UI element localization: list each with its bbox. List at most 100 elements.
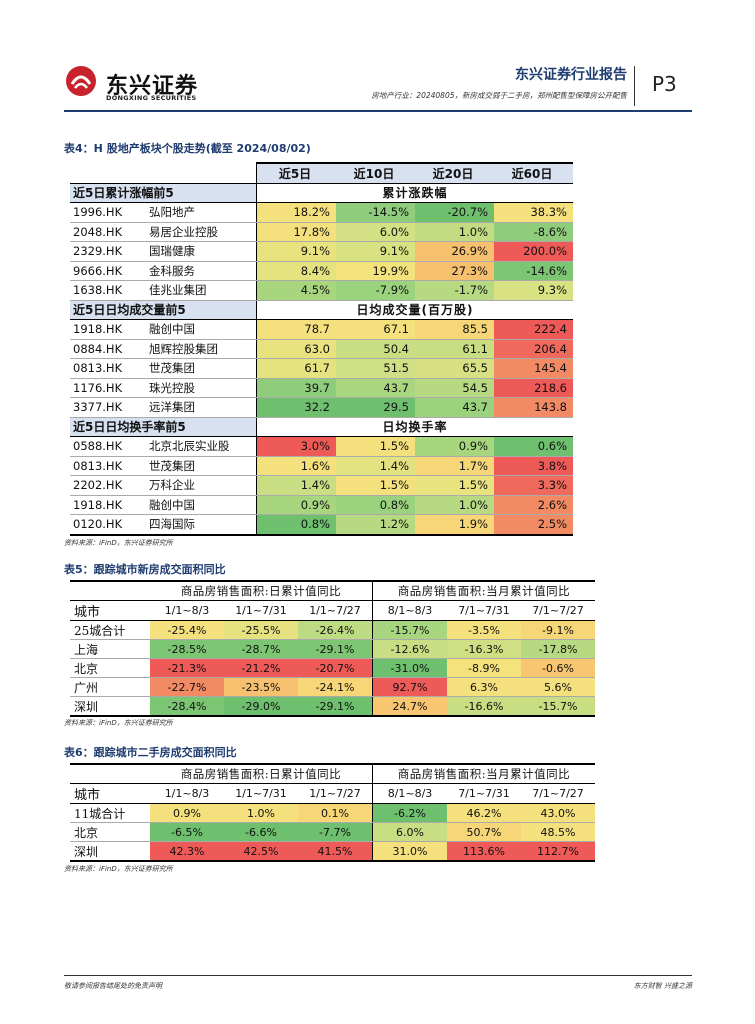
value-cell: 92.7% xyxy=(372,677,447,697)
h-share-stock-table: 近5日 近10日 近20日 近60日 近5日累计涨幅前5 累计涨跌幅 1996.HK 弘阳地产… xyxy=(70,162,573,536)
value-cell: -21.2% xyxy=(224,658,298,678)
city-name: 上海 xyxy=(70,639,150,659)
group-header-daily: 商品房销售面积:日累计值同比 xyxy=(150,580,373,601)
value-cell: 113.6% xyxy=(447,841,521,862)
stock-name: 珠光控股 xyxy=(146,378,257,398)
stock-code: 3377.HK xyxy=(70,397,146,418)
value-cell: 85.5 xyxy=(415,319,494,340)
stock-name: 远洋集团 xyxy=(146,397,257,418)
table6-source: 资料来源：iFinD，东兴证券研究所 xyxy=(64,865,173,873)
section-header-row: 近5日日均成交量前5 日均成交量(百万股) xyxy=(70,299,573,320)
stock-name: 佳兆业集团 xyxy=(146,280,257,301)
value-cell: 31.0% xyxy=(372,841,447,862)
stock-code: 0588.HK xyxy=(70,436,146,457)
value-cell: 1.0% xyxy=(415,495,494,515)
value-cell: 61.1 xyxy=(415,339,494,359)
stock-row: 2202.HK 万科企业 1.4% 1.5% 1.5% 3.3% xyxy=(70,475,573,496)
value-cell: -12.6% xyxy=(372,639,447,659)
value-cell: -31.0% xyxy=(372,658,447,678)
value-cell: 206.4 xyxy=(494,339,573,359)
value-cell: 43.7 xyxy=(415,397,494,418)
city-name: 广州 xyxy=(70,677,150,697)
value-cell: 2.5% xyxy=(494,514,573,536)
value-cell: 145.4 xyxy=(494,358,573,379)
value-cell: 200.0% xyxy=(494,241,573,262)
report-subtitle: 房地产行业：20240805，新房成交弱于二手房，郑州配售型保障房公开配售 xyxy=(371,91,627,100)
city-row: 深圳 -28.4% -29.0% -29.1% 24.7% -16.6% -15.7% xyxy=(70,696,595,717)
stock-name: 北京北辰实业股 xyxy=(146,436,257,457)
header-blank-cell xyxy=(70,763,150,784)
city-name: 深圳 xyxy=(70,841,150,862)
period-header: 8/1~8/3 xyxy=(372,783,447,804)
table4-caption: 表4：H 股地产板块个股走势(截至 2024/08/02) xyxy=(64,142,311,155)
value-cell: -15.7% xyxy=(521,696,595,717)
value-cell: 38.3% xyxy=(494,202,573,223)
value-cell: 29.5 xyxy=(336,397,415,418)
stock-row: 0884.HK 旭辉控股集团 63.0 50.4 61.1 206.4 xyxy=(70,339,573,359)
stock-row: 0813.HK 世茂集团 1.6% 1.4% 1.7% 3.8% xyxy=(70,456,573,476)
value-cell: -14.6% xyxy=(494,261,573,281)
value-cell: 0.6% xyxy=(494,436,573,457)
value-cell: 50.4 xyxy=(336,339,415,359)
footer-rule xyxy=(64,975,692,976)
stock-row: 0588.HK 北京北辰实业股 3.0% 1.5% 0.9% 0.6% xyxy=(70,436,573,457)
stock-row: 1996.HK 弘阳地产 18.2% -14.5% -20.7% 38.3% xyxy=(70,202,573,223)
city-row: 11城合计 0.9% 1.0% 0.1% -6.2% 46.2% 43.0% xyxy=(70,803,595,823)
stock-code: 9666.HK xyxy=(70,261,146,281)
value-cell: 8.4% xyxy=(256,261,336,281)
header-rule xyxy=(64,110,692,112)
stock-name: 金科服务 xyxy=(146,261,257,281)
value-cell: 9.3% xyxy=(494,280,573,301)
value-cell: -25.4% xyxy=(150,620,224,640)
stock-row: 3377.HK 远洋集团 32.2 29.5 43.7 143.8 xyxy=(70,397,573,418)
value-cell: 65.5 xyxy=(415,358,494,379)
value-cell: -28.4% xyxy=(150,696,224,717)
city-name: 深圳 xyxy=(70,696,150,717)
value-cell: 1.5% xyxy=(415,475,494,496)
header-blank-cell xyxy=(146,163,257,184)
value-cell: 43.7 xyxy=(336,378,415,398)
stock-row: 1918.HK 融创中国 0.9% 0.8% 1.0% 2.6% xyxy=(70,495,573,515)
value-cell: -16.6% xyxy=(447,696,521,717)
stock-row: 9666.HK 金科服务 8.4% 19.9% 27.3% -14.6% xyxy=(70,261,573,281)
section-metric-title: 日均成交量(百万股) xyxy=(256,299,573,320)
value-cell: -1.7% xyxy=(415,280,494,301)
period-header: 7/1~7/31 xyxy=(447,783,521,804)
value-cell: 143.8 xyxy=(494,397,573,418)
period-header: 1/1~8/3 xyxy=(150,600,224,621)
stock-row: 1918.HK 融创中国 78.7 67.1 85.5 222.4 xyxy=(70,319,573,340)
value-cell: 41.5% xyxy=(298,841,373,862)
value-cell: 218.6 xyxy=(494,378,573,398)
value-cell: -20.7% xyxy=(298,658,373,678)
new-home-sales-table: 商品房销售面积:日累计值同比 商品房销售面积:当月累计值同比 城市 1/1~8/3 1/… xyxy=(70,580,595,717)
value-cell: 42.5% xyxy=(224,841,298,862)
value-cell: 48.5% xyxy=(521,822,595,842)
value-cell: 19.9% xyxy=(336,261,415,281)
value-cell: -6.6% xyxy=(224,822,298,842)
footer-slogan: 东方财智 兴盛之源 xyxy=(633,982,692,990)
logo-chinese-name: 东兴证券 xyxy=(106,74,199,99)
value-cell: -28.5% xyxy=(150,639,224,659)
city-name: 北京 xyxy=(70,658,150,678)
value-cell: -6.5% xyxy=(150,822,224,842)
value-cell: 0.9% xyxy=(256,495,336,515)
value-cell: 9.1% xyxy=(336,241,415,262)
value-cell: 3.8% xyxy=(494,456,573,476)
value-cell: 46.2% xyxy=(447,803,521,823)
value-cell: 112.7% xyxy=(521,841,595,862)
period-header: 7/1~7/27 xyxy=(521,783,595,804)
table4-source: 资料来源：iFinD，东兴证券研究所 xyxy=(64,539,173,547)
value-cell: 1.6% xyxy=(256,456,336,476)
page-number: P3 xyxy=(652,72,677,96)
value-cell: 24.7% xyxy=(372,696,447,717)
second-hand-sales-table: 商品房销售面积:日累计值同比 商品房销售面积:当月累计值同比 城市 1/1~8/3 1/… xyxy=(70,763,595,862)
stock-row: 0813.HK 世茂集团 61.7 51.5 65.5 145.4 xyxy=(70,358,573,379)
value-cell: 39.7 xyxy=(256,378,336,398)
city-name: 25城合计 xyxy=(70,620,150,640)
value-cell: -0.6% xyxy=(521,658,595,678)
value-cell: 32.2 xyxy=(256,397,336,418)
section-metric-title: 累计涨跌幅 xyxy=(256,182,573,203)
value-cell: -9.1% xyxy=(521,620,595,640)
stock-name: 融创中国 xyxy=(146,319,257,340)
stock-row: 2329.HK 国瑞健康 9.1% 9.1% 26.9% 200.0% xyxy=(70,241,573,262)
